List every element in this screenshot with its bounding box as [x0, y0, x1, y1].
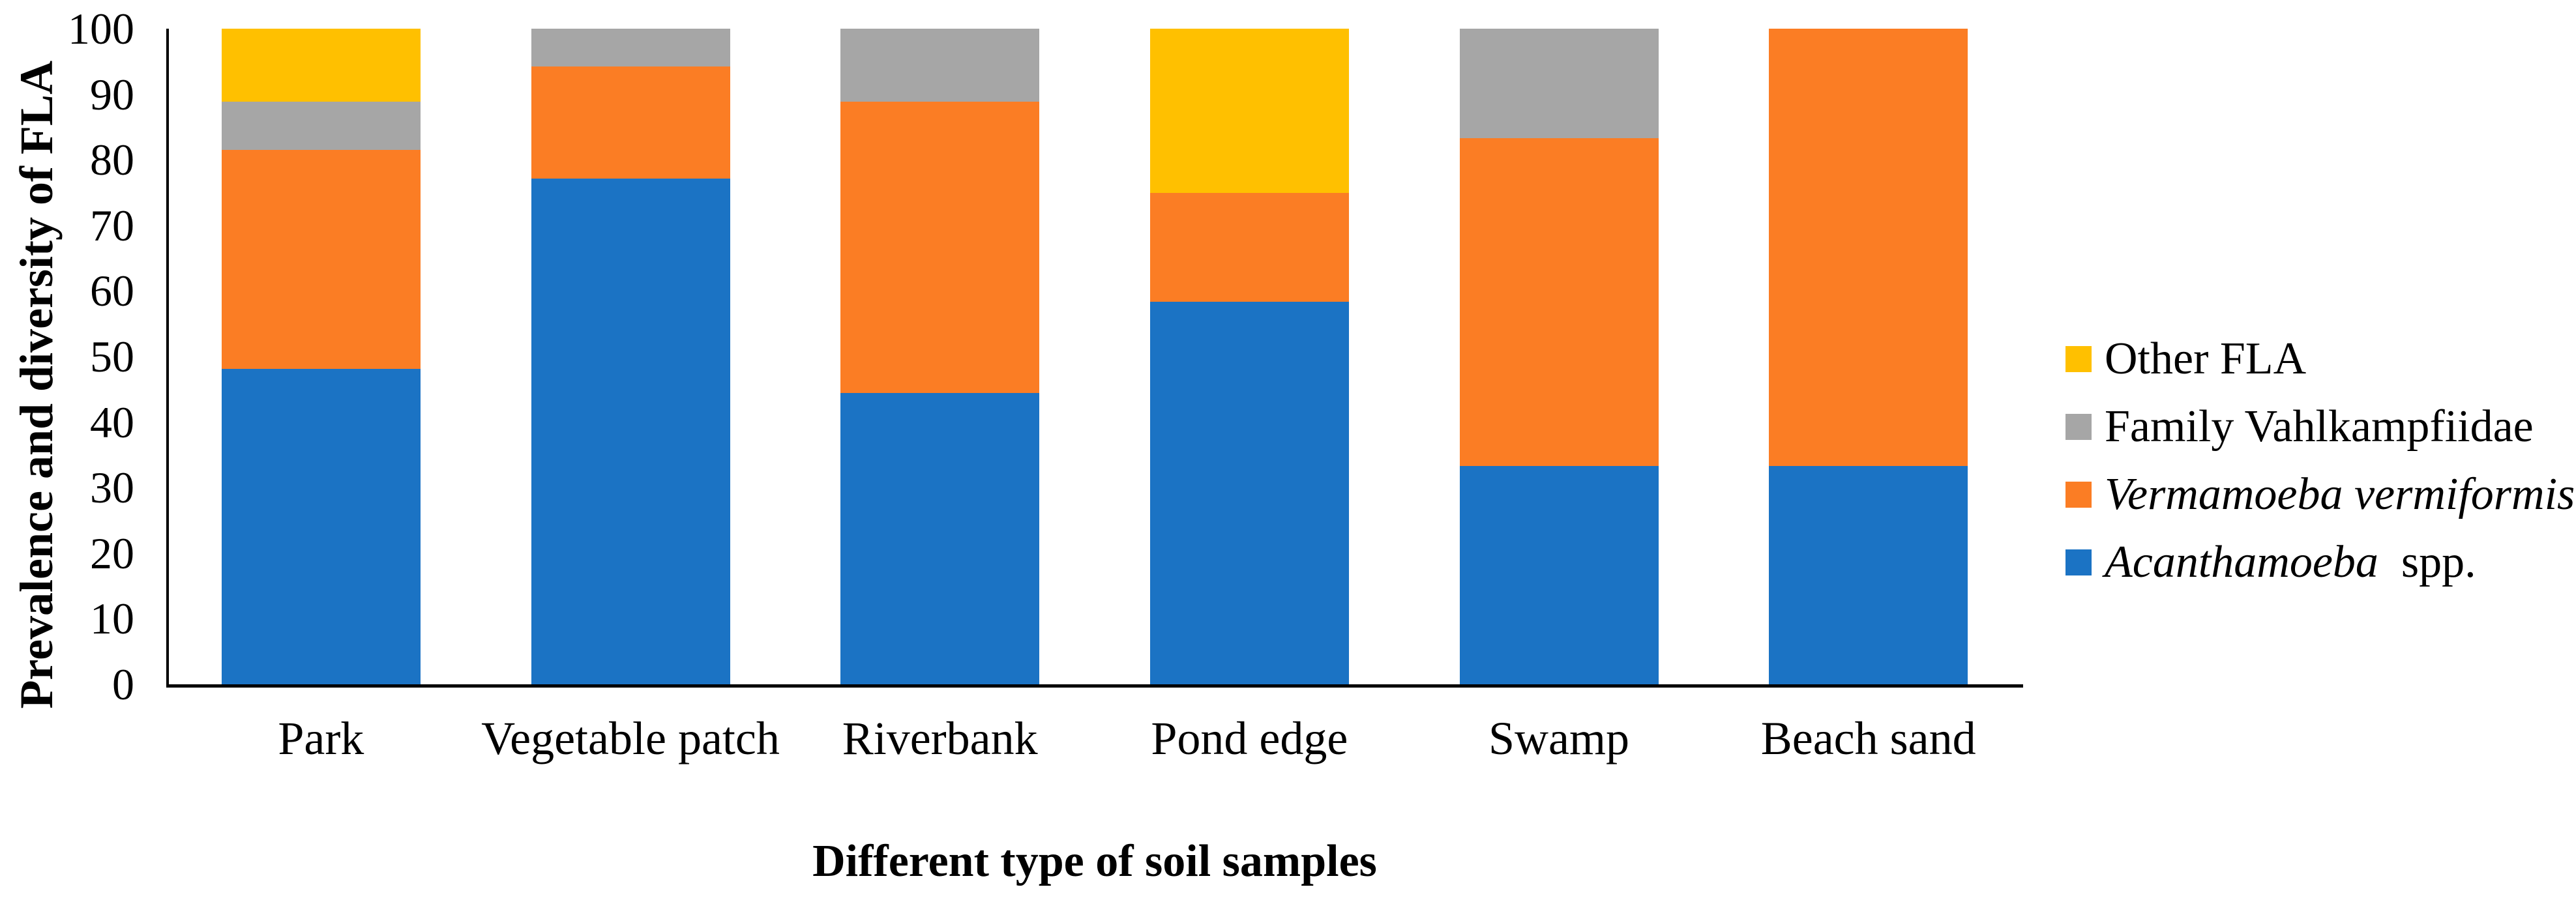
- legend-label-family-vahlkampfiidae: Family Vahlkampfiidae: [2105, 393, 2534, 461]
- legend-item: Family Vahlkampfiidae: [2065, 393, 2575, 461]
- y-tick-label: 60: [90, 266, 134, 316]
- y-tick-label: 10: [90, 594, 134, 644]
- bar-segment: [1149, 192, 1349, 302]
- bar-segment: [1149, 302, 1349, 684]
- legend-item: Other FLA: [2065, 325, 2575, 393]
- bar-segment: [1769, 465, 1968, 684]
- legend-item: Acanthamoeba spp.: [2065, 529, 2575, 596]
- bar-segment: [840, 392, 1040, 684]
- bar-segment: [221, 101, 421, 151]
- legend-swatch-vermamoeba-vermiformis: [2065, 482, 2092, 508]
- x-axis-title: Different type of soil samples: [812, 836, 1377, 886]
- legend-label-acanthamoeba-spp: Acanthamoeba spp.: [2105, 529, 2476, 596]
- bar-segment: [1769, 29, 1968, 466]
- legend-label-italic-text: Vermamoeba vermiformis: [2105, 469, 2575, 519]
- y-tick-label: 70: [90, 200, 134, 250]
- x-axis-line: [166, 684, 2023, 688]
- legend-swatch-acanthamoeba-spp: [2065, 549, 2092, 575]
- x-tick-label: Beach sand: [1760, 712, 1976, 764]
- bar-segment: [1459, 29, 1659, 138]
- legend-label-other-fla: Other FLA: [2105, 325, 2306, 393]
- legend-item: Vermamoeba vermiformis: [2065, 461, 2575, 529]
- bar-segment: [531, 66, 730, 179]
- y-tick-label: 30: [90, 463, 134, 513]
- bar-segment: [1149, 29, 1349, 193]
- legend-label-italic-text: Acanthamoeba: [2105, 537, 2378, 587]
- y-tick-label: 0: [112, 660, 134, 709]
- y-axis-line: [166, 29, 169, 688]
- legend-label-vermamoeba-vermiformis: Vermamoeba vermiformis: [2105, 461, 2575, 529]
- legend-swatch-family-vahlkampfiidae: [2065, 414, 2092, 440]
- bar-segment: [840, 101, 1040, 393]
- x-tick-label: Swamp: [1488, 712, 1629, 764]
- legend-swatch-other-fla: [2065, 346, 2092, 372]
- x-tick-label: Park: [278, 712, 364, 764]
- legend-label-plain-text: Family Vahlkampfiidae: [2105, 401, 2534, 452]
- y-tick-label: 50: [90, 332, 134, 381]
- y-tick-label: 90: [90, 69, 134, 119]
- bar-segment: [531, 29, 730, 66]
- legend: Other FLA Family Vahlkampfiidae Vermamoeba…: [2065, 325, 2575, 596]
- y-tick-label: 40: [90, 397, 134, 447]
- bar-segment: [1459, 138, 1659, 466]
- legend-label-plain-text: Other FLA: [2105, 334, 2307, 384]
- bar-segment: [221, 150, 421, 369]
- y-tick-label: 20: [90, 528, 134, 578]
- y-tick-label: 80: [90, 135, 134, 185]
- plot-area: [166, 29, 2023, 684]
- x-tick-label: Vegetable patch: [481, 712, 780, 764]
- bar-segment: [840, 29, 1040, 102]
- x-tick-label: Pond edge: [1151, 712, 1348, 764]
- bar-segment: [221, 29, 421, 102]
- x-tick-label: Riverbank: [842, 712, 1038, 764]
- y-axis-title-box: Prevalence and diversity of FLA: [0, 7, 73, 763]
- bar-segment: [531, 178, 730, 684]
- bar-segment: [1459, 465, 1659, 684]
- y-tick-label: 100: [68, 4, 134, 53]
- legend-label-plain-text: spp.: [2378, 537, 2476, 587]
- bar-segment: [221, 368, 421, 684]
